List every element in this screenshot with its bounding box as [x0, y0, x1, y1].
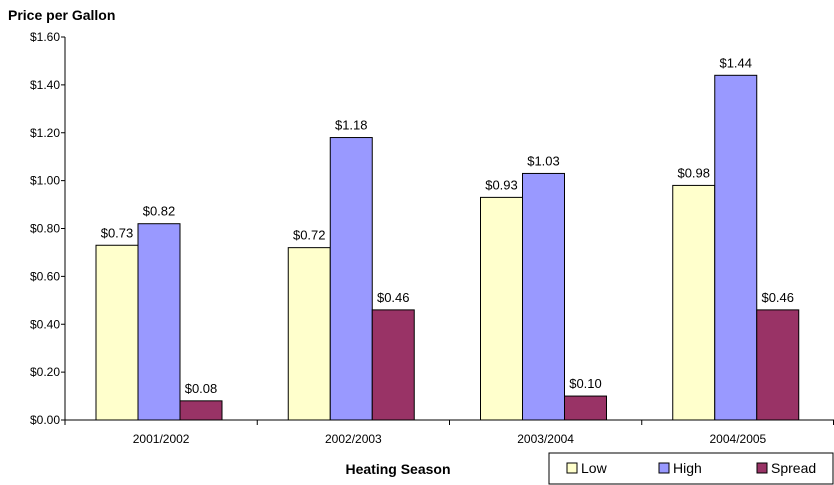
- legend-label-spread: Spread: [771, 460, 816, 476]
- bar-low: [95, 244, 139, 421]
- data-label: $0.46: [377, 290, 410, 305]
- bar-spread: [371, 309, 415, 421]
- data-label: $0.93: [485, 177, 518, 192]
- bar-low: [480, 196, 523, 421]
- bar-spread: [756, 309, 800, 421]
- legend-swatch-high: [658, 462, 670, 474]
- plot-area: $0.00 $0.20 $0.40 $0.60 $0.80 $1.00 $1.20 $1.40…: [30, 30, 834, 446]
- data-label: $0.98: [677, 165, 710, 180]
- data-label: $0.72: [293, 228, 326, 243]
- bar-spread: [564, 395, 607, 421]
- y-tick-label: $0.60: [30, 269, 60, 283]
- bar-high: [522, 172, 565, 421]
- bar-high: [329, 137, 373, 421]
- legend-label-low: Low: [581, 460, 608, 476]
- bar-low: [672, 184, 716, 421]
- y-tick-label: $0.40: [30, 317, 60, 331]
- x-axis-title: Heating Season: [345, 461, 450, 477]
- bar-high: [714, 74, 758, 421]
- data-label: $0.46: [761, 290, 794, 305]
- y-tick-label: $0.20: [30, 365, 60, 379]
- legend-label-high: High: [673, 460, 702, 476]
- data-label: $1.18: [335, 118, 368, 133]
- y-tick-label: $0.80: [30, 222, 60, 236]
- legend: Low High Spread: [548, 452, 834, 485]
- y-axis-title: Price per Gallon: [8, 7, 115, 23]
- data-label: $0.08: [185, 381, 218, 396]
- y-tick-label: $0.00: [30, 413, 60, 427]
- y-tick-label: $1.20: [30, 126, 60, 140]
- x-tick-label: 2001/2002: [133, 432, 190, 446]
- x-tick-label: 2003/2004: [517, 432, 574, 446]
- legend-swatch-low: [566, 462, 578, 474]
- x-tick-label: 2004/2005: [710, 432, 767, 446]
- y-tick-label: $1.00: [30, 174, 60, 188]
- legend-box: [548, 452, 834, 485]
- bar-high: [137, 223, 181, 421]
- legend-swatch-spread: [756, 462, 768, 474]
- data-label: $1.03: [527, 153, 560, 168]
- data-label: $0.10: [569, 376, 602, 391]
- x-tick-label: 2002/2003: [325, 432, 382, 446]
- data-label: $0.73: [101, 225, 134, 240]
- y-tick-label: $1.60: [30, 30, 60, 44]
- bar-low: [287, 247, 331, 421]
- y-tick-label: $1.40: [30, 78, 60, 92]
- data-label: $1.44: [719, 55, 752, 70]
- data-label: $0.82: [143, 204, 176, 219]
- bar-spread: [179, 400, 223, 421]
